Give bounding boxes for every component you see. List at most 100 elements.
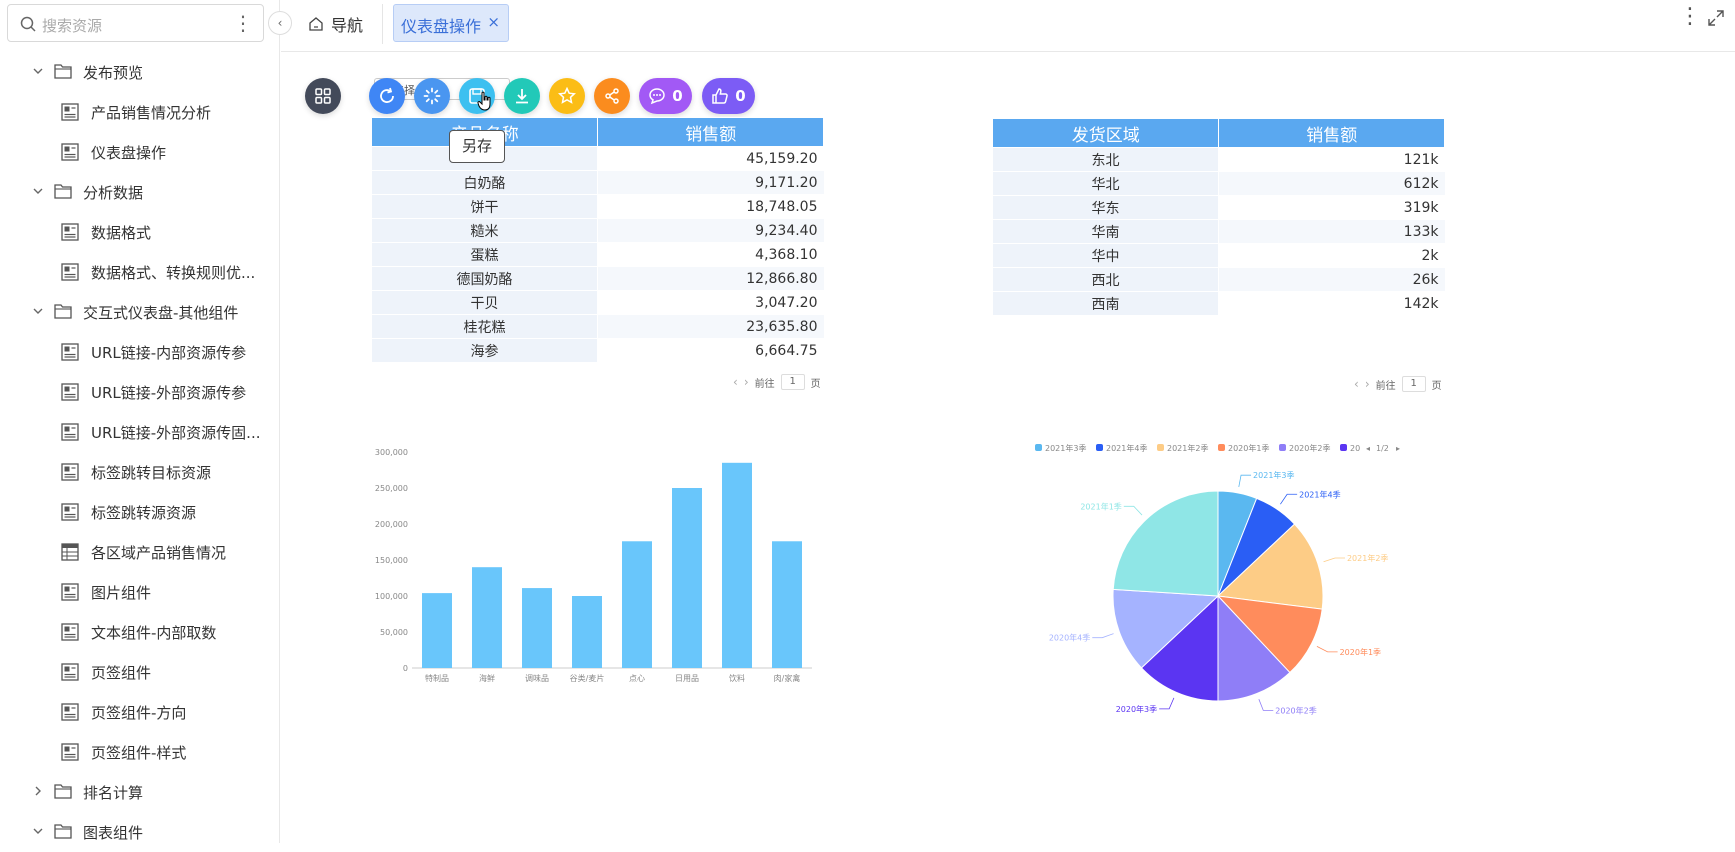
table-row[interactable]: 干贝 3,047.20 xyxy=(371,290,824,315)
table-row[interactable]: 德国奶酪 12,866.80 xyxy=(371,266,824,291)
legend-item[interactable]: 20 xyxy=(1350,444,1360,453)
table-row[interactable]: 45,159.20 xyxy=(371,146,824,171)
table-row[interactable]: 糙米 9,234.40 xyxy=(371,218,824,243)
tab-dashboard-operation[interactable]: 仪表盘操作 × xyxy=(393,4,509,42)
legend-next-icon[interactable]: ▸ xyxy=(1396,444,1400,453)
table-row[interactable]: 桂花糕 23,635.80 xyxy=(371,314,824,339)
download-icon xyxy=(516,89,528,104)
tree-leaf[interactable]: 页签组件 xyxy=(0,652,279,692)
refresh-button[interactable] xyxy=(369,78,405,114)
search-input[interactable]: 搜索资源 ⋮ xyxy=(7,4,264,42)
page-number-input[interactable]: 1 xyxy=(780,374,805,390)
comment-button[interactable]: 0 xyxy=(639,78,692,114)
tree-leaf[interactable]: 页签组件-方向 xyxy=(0,692,279,732)
pie-slice[interactable] xyxy=(1217,594,1291,702)
bar[interactable] xyxy=(722,462,752,668)
legend-item[interactable]: 2020年2季 xyxy=(1289,443,1330,453)
chevron-down-icon[interactable] xyxy=(31,64,45,78)
table-row[interactable]: 华北 612k xyxy=(992,171,1445,196)
fullscreen-icon[interactable] xyxy=(1708,10,1724,26)
bar[interactable] xyxy=(672,488,702,668)
collapse-sidebar-button[interactable]: ‹ xyxy=(268,11,292,35)
prev-page-icon[interactable]: ‹ xyxy=(1354,377,1359,391)
tree-folder[interactable]: 排名计算 xyxy=(0,772,279,812)
table-row[interactable]: 海参 6,664.75 xyxy=(371,338,824,363)
bar[interactable] xyxy=(772,541,802,668)
bar[interactable] xyxy=(622,541,652,668)
tree-leaf[interactable]: 各区域产品销售情况 xyxy=(0,532,279,572)
tree-leaf[interactable]: URL链接-内部资源传参 xyxy=(0,332,279,372)
tree-leaf[interactable]: 文本组件-内部取数 xyxy=(0,612,279,652)
tree-leaf[interactable]: 仪表盘操作 xyxy=(0,132,279,172)
tree-leaf[interactable]: 数据格式、转换规则优... xyxy=(0,252,279,292)
tree-leaf[interactable]: 页签组件-样式 xyxy=(0,732,279,772)
next-page-icon[interactable]: › xyxy=(743,375,749,389)
tree-folder[interactable]: 分析数据 xyxy=(0,172,279,212)
pie-slice[interactable] xyxy=(1140,594,1219,702)
share-button[interactable] xyxy=(594,78,630,114)
tree-leaf[interactable]: URL链接-外部资源传参 xyxy=(0,372,279,412)
column-header[interactable]: 销售额 xyxy=(1218,118,1445,148)
tree-leaf[interactable]: 图片组件 xyxy=(0,572,279,612)
legend-marker[interactable] xyxy=(1157,444,1164,451)
legend-marker[interactable] xyxy=(1218,444,1225,451)
legend-marker[interactable] xyxy=(1340,444,1347,451)
tree-folder[interactable]: 交互式仪表盘-其他组件 xyxy=(0,292,279,332)
bar[interactable] xyxy=(522,588,552,668)
legend-item[interactable]: 2020年1季 xyxy=(1228,443,1269,453)
table-row[interactable]: 饼干 18,748.05 xyxy=(371,194,824,219)
table-row[interactable]: 华中 2k xyxy=(992,243,1445,268)
legend-prev-icon[interactable]: ◂ xyxy=(1366,444,1370,453)
tree-leaf-label: 文本组件-内部取数 xyxy=(91,624,217,642)
legend-marker[interactable] xyxy=(1096,444,1103,451)
pie-slice[interactable] xyxy=(1216,523,1324,610)
tree-leaf[interactable]: 标签跳转源资源 xyxy=(0,492,279,532)
legend-item[interactable]: 2021年4季 xyxy=(1106,443,1147,453)
table-row[interactable]: 白奶酪 9,171.20 xyxy=(371,170,824,195)
pie-slice[interactable] xyxy=(1112,588,1220,669)
tree-leaf[interactable]: URL链接-外部资源传固... xyxy=(0,412,279,452)
table-row[interactable]: 西北 26k xyxy=(992,267,1445,292)
prev-page-icon[interactable]: ‹ xyxy=(733,375,738,389)
bar[interactable] xyxy=(472,567,502,668)
close-tab-icon[interactable]: × xyxy=(487,13,500,31)
x-tick-label: 日用品 xyxy=(675,674,699,683)
next-page-icon[interactable]: › xyxy=(1364,377,1370,391)
legend-marker[interactable] xyxy=(1035,444,1042,451)
legend-item[interactable]: 2021年3季 xyxy=(1045,443,1086,453)
tree-leaf[interactable]: 产品销售情况分析 xyxy=(0,92,279,132)
chevron-right-icon[interactable] xyxy=(31,784,45,798)
bar[interactable] xyxy=(572,596,602,668)
bar[interactable] xyxy=(422,593,452,668)
tree-folder[interactable]: 图表组件 xyxy=(0,812,279,852)
table-row[interactable]: 华南 133k xyxy=(992,219,1445,244)
download-button[interactable] xyxy=(504,78,540,114)
column-header[interactable]: 销售额 xyxy=(597,117,824,147)
tab-navigation[interactable]: 导航 xyxy=(309,12,363,36)
tree-leaf[interactable]: 数据格式 xyxy=(0,212,279,252)
legend-marker[interactable] xyxy=(1279,444,1286,451)
product-sales-table: 产品名称 销售额 45,159.20白奶酪9,171.20饼干18,748.05… xyxy=(370,117,824,363)
table-row[interactable]: 蛋糕 4,368.10 xyxy=(371,242,824,267)
chevron-down-icon[interactable] xyxy=(31,304,45,318)
table-row[interactable]: 华东 319k xyxy=(992,195,1445,220)
tree-folder-label: 交互式仪表盘-其他组件 xyxy=(83,304,239,322)
table-row[interactable]: 东北 121k xyxy=(992,147,1445,172)
pie-slice[interactable] xyxy=(1112,490,1219,597)
column-header[interactable]: 发货区域 xyxy=(991,118,1220,148)
loading-button[interactable] xyxy=(414,78,450,114)
legend-item[interactable]: 2021年2季 xyxy=(1167,443,1208,453)
grid-menu-button[interactable] xyxy=(305,78,341,114)
favorite-button[interactable] xyxy=(549,78,585,114)
chevron-down-icon[interactable] xyxy=(31,184,45,198)
more-vertical-icon[interactable]: ⋮ xyxy=(233,11,253,35)
more-options-icon[interactable]: ⋮ xyxy=(1679,4,1701,29)
pie-slice[interactable] xyxy=(1216,595,1323,674)
page-number-input[interactable]: 1 xyxy=(1401,376,1426,392)
chevron-down-icon[interactable] xyxy=(31,824,45,838)
like-button[interactable]: 0 xyxy=(702,78,755,114)
tree-folder[interactable]: 发布预览 xyxy=(0,52,279,92)
table-row[interactable]: 西南 142k xyxy=(992,291,1445,316)
pie-slice-label: 2020年2季 xyxy=(1275,705,1316,715)
tree-leaf[interactable]: 标签跳转目标资源 xyxy=(0,452,279,492)
